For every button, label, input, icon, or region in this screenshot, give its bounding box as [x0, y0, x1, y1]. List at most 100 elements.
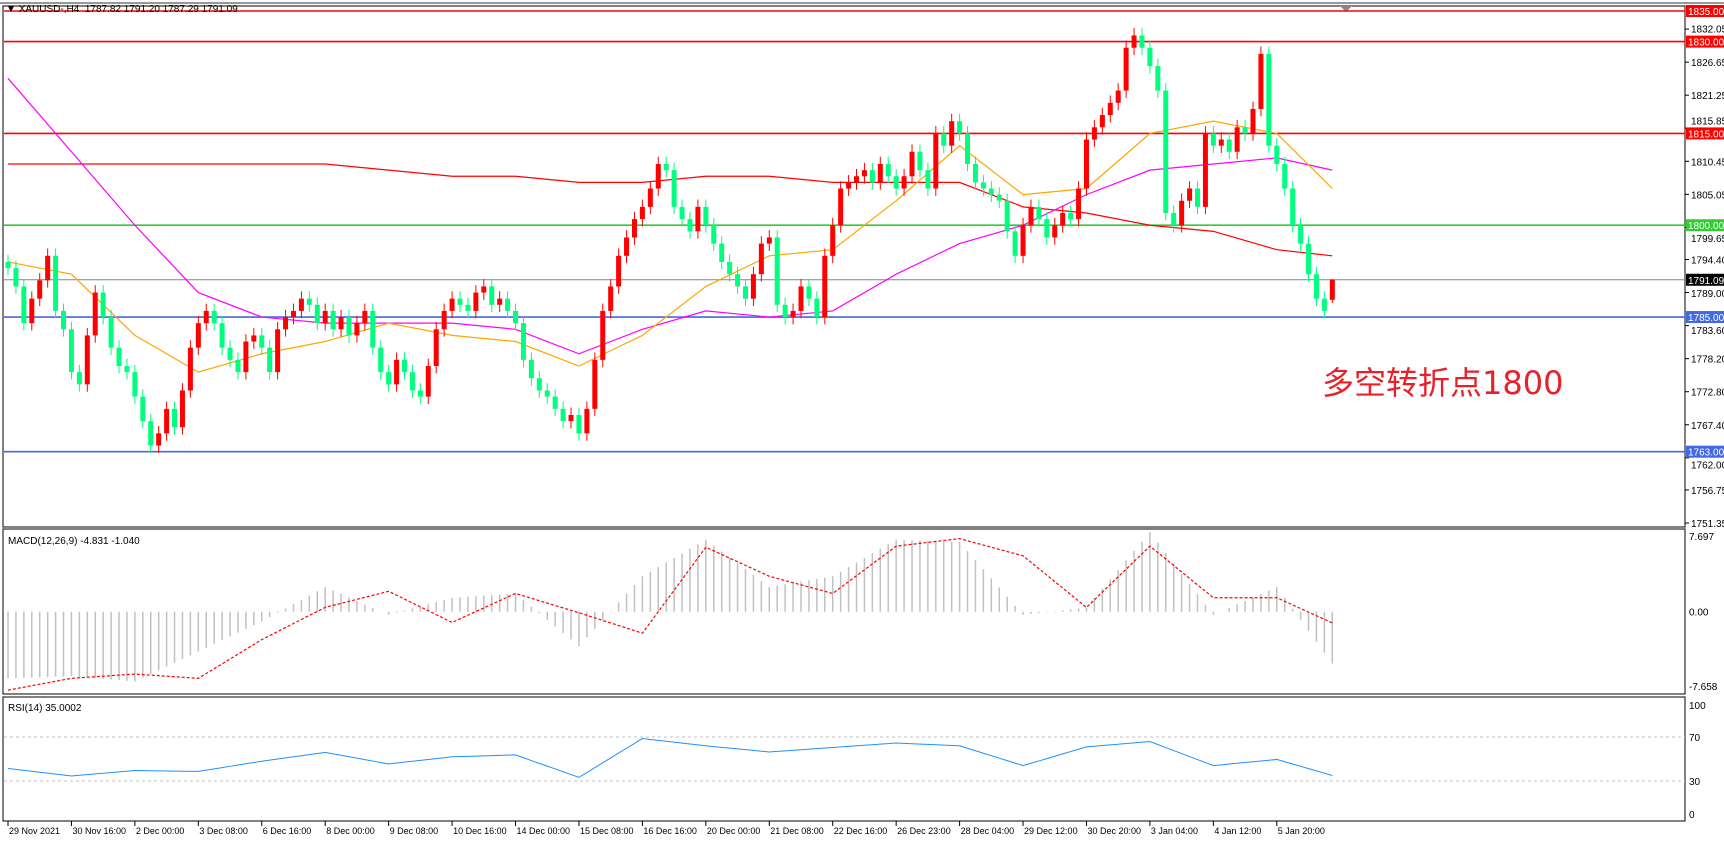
price-tick-label: 1783.60	[1691, 326, 1724, 337]
annotation-text: 多空转折点1800	[1322, 364, 1564, 402]
candle-body	[513, 310, 519, 324]
candle-body	[624, 237, 630, 256]
candle-body	[243, 341, 249, 373]
candle-body	[259, 335, 265, 348]
macd-axis-label: 7.697	[1689, 532, 1714, 543]
time-tick-label: 4 Jan 12:00	[1214, 826, 1261, 836]
level-price-box	[1686, 445, 1724, 458]
time-tick-label: 15 Dec 08:00	[580, 826, 634, 836]
candle-body	[1274, 145, 1280, 165]
candle-body	[108, 317, 114, 348]
candle-body	[893, 176, 899, 189]
level-price-label: 1763.00	[1688, 448, 1724, 459]
candle-body	[425, 366, 431, 397]
candle-body	[925, 170, 931, 189]
candle-body	[394, 359, 400, 385]
price-tick-label: 1756.75	[1691, 486, 1724, 497]
candle-body	[885, 164, 891, 177]
candle-body	[76, 372, 82, 385]
candle-body	[290, 310, 296, 318]
candle-body	[433, 329, 439, 367]
macd-signal-line	[7, 538, 1333, 691]
candle-body	[362, 310, 368, 324]
time-tick-label: 3 Jan 04:00	[1151, 826, 1198, 836]
time-tick-label: 28 Dec 04:00	[961, 826, 1015, 836]
candle-body	[980, 182, 986, 189]
candle-body	[489, 286, 495, 305]
level-price-box	[1686, 273, 1724, 286]
candle-body	[957, 121, 963, 134]
candle-body	[814, 298, 820, 318]
candle-body	[1044, 219, 1050, 238]
price-tick-label: 1767.40	[1691, 421, 1724, 432]
candle-body	[1036, 206, 1042, 220]
candle-body	[481, 286, 487, 293]
macd-axis-label: -7.658	[1689, 682, 1718, 693]
candle-body	[306, 298, 312, 305]
candle-body	[854, 176, 860, 183]
candle-body	[1226, 139, 1232, 152]
candle-body	[972, 164, 978, 183]
time-tick-label: 26 Dec 23:00	[897, 826, 951, 836]
candle-body	[1187, 188, 1193, 201]
candle-body	[211, 310, 217, 324]
candle-body	[536, 378, 542, 391]
main-pane-frame	[2, 5, 1686, 528]
collapse-triangle-icon[interactable]: ▼	[6, 4, 19, 15]
candle-body	[1179, 200, 1185, 226]
candle-body	[782, 304, 788, 318]
candle-body	[1115, 90, 1121, 103]
candle-body	[1076, 188, 1082, 220]
ma-fast-line	[7, 120, 1333, 373]
candle-body	[750, 274, 756, 299]
macd-axis-label: 0.00	[1689, 608, 1709, 619]
candle-body	[13, 268, 19, 287]
level-price-label: 1815.00	[1688, 129, 1724, 140]
level-price-label: 1830.00	[1688, 38, 1724, 49]
candle-body	[227, 347, 233, 360]
candle-body	[608, 286, 614, 311]
candle-body	[941, 133, 947, 146]
level-price-box	[1686, 127, 1724, 140]
candle-body	[68, 329, 74, 373]
candle-body	[1107, 102, 1113, 116]
time-tick-label: 29 Nov 2021	[9, 826, 60, 836]
level-price-box	[1686, 5, 1724, 17]
candle-body	[584, 408, 590, 434]
candle-body	[267, 347, 273, 373]
candle-body	[687, 219, 693, 232]
ma-mid-line	[7, 77, 1333, 355]
candle-body	[1004, 200, 1010, 232]
level-price-box	[1686, 35, 1724, 48]
time-tick-label: 14 Dec 00:00	[517, 826, 571, 836]
candle-body	[711, 225, 717, 244]
candle-body	[679, 206, 685, 220]
candle-body	[386, 372, 392, 385]
candle-body	[378, 347, 384, 373]
candle-body	[822, 255, 828, 318]
candle-body	[568, 414, 574, 422]
candle-body	[441, 310, 447, 330]
candle-body	[949, 121, 955, 146]
time-tick-label: 6 Dec 16:00	[263, 826, 312, 836]
candle-body	[219, 323, 225, 348]
candle-body	[1060, 212, 1066, 226]
rsi-axis-label: 100	[1689, 701, 1706, 712]
candle-body	[45, 255, 51, 281]
candle-body	[1290, 188, 1296, 226]
chart-header: ▼ XAUUSD-,H4 1787.82 1791.20 1787.29 179…	[6, 4, 238, 15]
level-price-box	[1686, 311, 1724, 324]
price-tick-label: 1794.40	[1691, 256, 1724, 267]
candle-body	[806, 286, 812, 299]
candle-body	[314, 304, 320, 324]
candle-body	[473, 292, 479, 311]
candle-body	[639, 206, 645, 220]
candle-body	[520, 323, 526, 360]
candle-body	[1195, 188, 1200, 207]
price-tick-label: 1815.85	[1691, 116, 1724, 127]
candle-body	[1131, 35, 1137, 48]
candle-body	[528, 359, 534, 379]
rsi-axis-label: 0	[1689, 810, 1695, 821]
time-tick-label: 22 Dec 16:00	[834, 826, 888, 836]
candle-body	[544, 390, 550, 397]
